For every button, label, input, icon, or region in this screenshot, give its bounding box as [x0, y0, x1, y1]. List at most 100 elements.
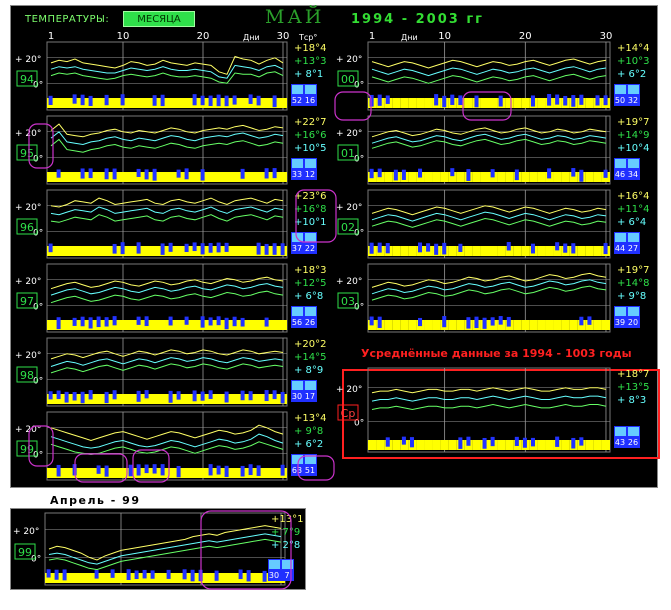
- snow-bar: [514, 436, 519, 447]
- snow-icon: [305, 159, 316, 168]
- day-tick-right: 30: [600, 31, 613, 42]
- series-line-min: [50, 290, 284, 304]
- precip-bar: [101, 573, 109, 583]
- snow-bar: [200, 95, 205, 106]
- precip-bar: [545, 320, 554, 330]
- tavg-value: + 7°9: [271, 527, 300, 538]
- tmin-value: +10°4: [617, 143, 649, 154]
- precip-bar: [384, 320, 393, 330]
- precip-bar: [127, 246, 135, 256]
- series-line-min: [50, 363, 284, 374]
- snow-bar: [56, 169, 61, 178]
- snow-bar: [166, 569, 171, 579]
- snow-bar: [142, 569, 147, 579]
- snow-bar: [120, 242, 125, 255]
- tmax-value: +18°4: [294, 43, 326, 54]
- tmax-value: +16°4: [617, 191, 649, 202]
- snow-bar: [498, 95, 503, 107]
- tsr-label: Тср°: [298, 33, 317, 42]
- precip-bar: [585, 98, 594, 108]
- zero-label: 0°: [33, 80, 43, 90]
- precip-days-count: 52: [292, 96, 302, 105]
- snow-bar: [603, 169, 608, 178]
- precip-bar: [440, 172, 449, 182]
- precip-icon: [615, 85, 626, 94]
- day-tick-right: 20: [519, 31, 532, 42]
- series-line-max: [371, 272, 607, 288]
- snow-bar: [238, 569, 243, 580]
- precip-bar: [207, 172, 215, 182]
- precip-bar: [143, 98, 151, 108]
- precip-bar: [63, 468, 71, 478]
- snow-bar: [126, 569, 131, 580]
- series-line-min: [371, 285, 607, 301]
- snow-bar: [280, 391, 285, 404]
- precip-bar: [545, 246, 554, 256]
- precip-bar: [207, 394, 215, 404]
- precip-bar: [400, 320, 409, 330]
- precip-bar: [119, 394, 127, 404]
- tavg-value: +10°3: [617, 56, 649, 67]
- snow-bar: [482, 317, 487, 329]
- snow-bar: [393, 169, 398, 181]
- snow-bar: [200, 243, 205, 255]
- tmin-value: + 6°8: [294, 291, 323, 302]
- year-box: [337, 404, 359, 421]
- precip-bar: [432, 440, 441, 450]
- snow-bar: [104, 168, 109, 180]
- snow-bar: [144, 316, 149, 327]
- precip-bar: [279, 98, 287, 108]
- snow-bar: [264, 168, 269, 179]
- precip-bar: [448, 172, 457, 182]
- snow-bar: [272, 390, 277, 400]
- precip-bar: [456, 172, 465, 182]
- precip-bar: [151, 320, 159, 330]
- snow-bar: [192, 390, 197, 402]
- tavg-value: + 9°8: [294, 426, 323, 437]
- precip-bar: [183, 394, 191, 404]
- precip-bar: [456, 320, 465, 330]
- snow-bar: [418, 317, 423, 327]
- precip-bar: [55, 246, 63, 256]
- precip-bar: [183, 320, 191, 330]
- snow-days-count: 22: [305, 244, 315, 253]
- precip-bar: [191, 468, 199, 478]
- precip-bar: [585, 172, 594, 182]
- day-tick-left: 30: [277, 31, 290, 42]
- snow-bar: [458, 243, 463, 253]
- period-mode-button[interactable]: МЕСЯЦА: [123, 11, 195, 27]
- snow-icon: [628, 85, 639, 94]
- snow-bar: [248, 94, 253, 104]
- snow-bar: [72, 391, 77, 401]
- series-line-avg: [48, 533, 282, 565]
- series-line-min: [371, 138, 607, 149]
- year-label: 96: [20, 221, 34, 234]
- year-label: 02: [341, 221, 355, 234]
- snow-bar: [224, 391, 229, 403]
- precip-bar: [55, 98, 63, 108]
- chart-panel-00: + 20° 0°00 +14°4 +10°3 + 6°2 50 32: [336, 41, 649, 111]
- snow-icon: [282, 560, 293, 569]
- snow-bar: [246, 570, 251, 582]
- tmin-value: + 6°2: [617, 69, 646, 80]
- snow-bar: [498, 316, 503, 325]
- snow-days-count: 26: [628, 438, 638, 447]
- y-axis-label: + 20°: [15, 425, 41, 435]
- series-line-max: [50, 349, 284, 360]
- precip-bar: [432, 172, 441, 182]
- precip-bar: [553, 320, 562, 330]
- precip-bar: [392, 246, 401, 256]
- precip-days-count: 37: [292, 244, 302, 253]
- precip-bar: [585, 320, 594, 330]
- series-line-max: [371, 127, 607, 138]
- snow-days-count: 17: [305, 392, 315, 401]
- highlight-outline: [132, 449, 170, 483]
- precip-bar: [223, 172, 231, 182]
- precip-bar: [497, 172, 506, 182]
- panel-border: [46, 189, 288, 259]
- series-line-avg: [50, 433, 284, 449]
- snow-bar: [46, 569, 51, 578]
- snow-bar: [176, 391, 181, 400]
- snow-bar: [369, 168, 374, 179]
- precip-bar: [175, 320, 183, 330]
